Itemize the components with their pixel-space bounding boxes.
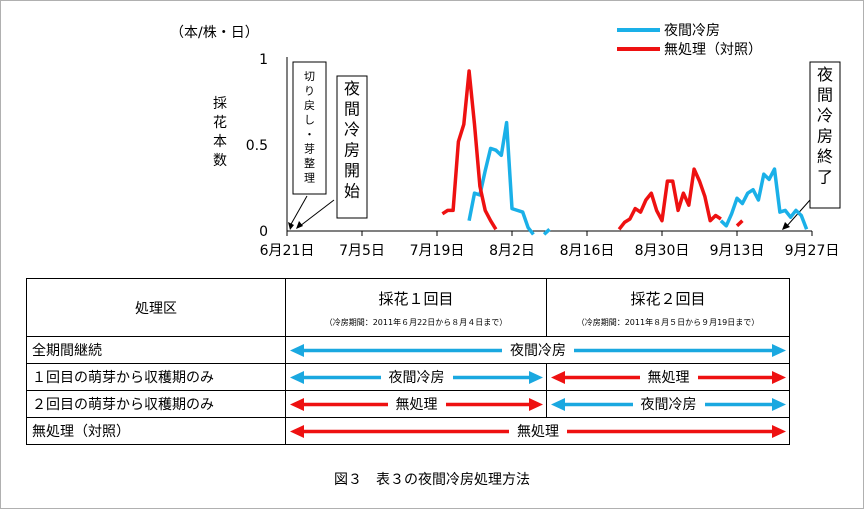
header-harvest-2-period: （冷房期間：2011年８月５日から９月19日まで） <box>576 317 760 327</box>
row-label: ２回目の萌芽から収穫期のみ <box>26 390 286 418</box>
series-line-1 <box>467 120 535 236</box>
arrow-head-left <box>290 344 304 357</box>
treatment-arrow-cell: 夜間冷房 <box>285 336 790 364</box>
x-axis: 6月21日 7月5日 7月19日 8月2日 8月16日 8月30日 9月13日 9月27日 <box>260 230 840 259</box>
x-tick-label: 8月30日 <box>635 243 690 259</box>
annotation-box <box>336 75 368 219</box>
series-line-2 <box>617 167 722 231</box>
series-line-1 <box>542 228 551 236</box>
series-line-2 <box>441 69 498 231</box>
y-axis: 00.51 <box>246 52 288 240</box>
table-row: 全期間継続 夜間冷房 <box>26 336 790 364</box>
row-label: 全期間継続 <box>26 336 286 364</box>
treatment-text: 夜間冷房 <box>502 340 574 360</box>
arrow-head-right <box>772 398 786 411</box>
annotation-cooling-end: 夜間冷房終了 <box>809 61 841 209</box>
row-label: １回目の萌芽から収穫期のみ <box>26 363 286 391</box>
annotation-text: 夜間冷房終了 <box>817 65 833 187</box>
y-axis-label: 採花本数 <box>213 96 227 169</box>
x-tick-label: 6月21日 <box>260 243 315 259</box>
treatment-text: 無処理 <box>387 394 446 414</box>
table-row: １回目の萌芽から収穫期のみ 夜間冷房 無処理 <box>26 363 790 391</box>
series-line-1 <box>719 167 809 230</box>
row-label: 無処理（対照） <box>26 417 286 445</box>
arrow-head-left <box>290 425 304 438</box>
treatment-arrow-cell: 無処理 <box>285 417 790 445</box>
x-tick-label: 9月13日 <box>710 243 765 259</box>
annotation-arrowhead <box>296 221 303 229</box>
annotation-arrowhead <box>288 222 294 230</box>
annotation-pointer <box>299 199 335 227</box>
treatment-text: 無処理 <box>639 367 698 387</box>
y-tick-label: 1 <box>259 52 268 68</box>
x-tick-label: 7月19日 <box>410 243 465 259</box>
annotations: 切り戻し・芽整理 夜間冷房開始 夜間冷房終了 <box>288 61 841 230</box>
y-unit-label: （本/株・日） <box>170 25 259 41</box>
y-tick-label: 0 <box>259 224 268 240</box>
y-tick-label: 0.5 <box>246 138 268 154</box>
legend-label: 夜間冷房 <box>664 23 720 39</box>
annotation-cutback: 切り戻し・芽整理 <box>292 61 327 195</box>
treatment-arrow-cell: 夜間冷房 <box>546 390 790 418</box>
treatment-text: 無処理 <box>509 421 567 441</box>
treatment-text: 夜間冷房 <box>632 394 705 414</box>
arrow-head-right <box>772 344 786 357</box>
arrow-head-left <box>551 371 565 384</box>
header-harvest-1: 採花１回目 （冷房期間：2011年６月22日から８月４日まで） <box>285 278 547 337</box>
x-tick-label: 8月16日 <box>560 243 615 259</box>
series-lines <box>441 69 809 236</box>
annotation-text: 切り戻し・芽整理 <box>304 70 315 185</box>
x-tick-label: 7月5日 <box>339 243 385 259</box>
line-chart: （本/株・日） 採花本数 00.51 6月21日 7月5日 7月19日 8月2日 8月1… <box>170 23 841 259</box>
x-tick-label: 9月27日 <box>785 243 840 259</box>
header-treatment: 処理区 <box>26 278 286 337</box>
arrow-head-left <box>551 398 565 411</box>
arrow-head-right <box>529 398 543 411</box>
x-tick-label: 8月2日 <box>489 243 535 259</box>
arrow-head-right <box>529 371 543 384</box>
treatment-arrow-cell: 夜間冷房 <box>285 363 547 391</box>
treatment-arrow-cell: 無処理 <box>546 363 790 391</box>
arrow-head-right <box>772 425 786 438</box>
treatment-table: 処理区 採花１回目 （冷房期間：2011年６月22日から８月４日まで） 採花２回… <box>26 278 790 445</box>
annotation-pointer <box>289 195 308 227</box>
header-harvest-1-period: （冷房期間：2011年６月22日から８月４日まで） <box>324 317 508 327</box>
table-row: ２回目の萌芽から収穫期のみ 無処理 夜間冷房 <box>26 390 790 418</box>
annotation-box <box>292 61 327 195</box>
annotation-cooling-start: 夜間冷房開始 <box>336 75 368 219</box>
treatment-text: 夜間冷房 <box>380 367 453 387</box>
arrow-head-right <box>772 371 786 384</box>
header-harvest-2-title: 採花２回目 <box>630 289 706 308</box>
header-harvest-2: 採花２回目 （冷房期間：2011年８月５日から９月19日まで） <box>546 278 790 337</box>
figure-caption: 図３ 表３の夜間冷房処理方法 <box>334 472 530 488</box>
table-header-row: 処理区 採花１回目 （冷房期間：2011年６月22日から８月４日まで） 採花２回… <box>26 278 790 337</box>
treatment-arrow-cell: 無処理 <box>285 390 547 418</box>
annotation-arrowhead <box>782 222 790 230</box>
header-harvest-1-title: 採花１回目 <box>378 289 454 308</box>
arrow-head-left <box>290 371 304 384</box>
legend-label: 無処理（対照） <box>664 42 762 58</box>
series-line-2 <box>735 219 744 228</box>
annotation-text: 夜間冷房開始 <box>344 79 360 201</box>
arrow-head-left <box>290 398 304 411</box>
table-row: 無処理（対照） 無処理 <box>26 417 790 445</box>
annotation-box <box>809 61 841 209</box>
